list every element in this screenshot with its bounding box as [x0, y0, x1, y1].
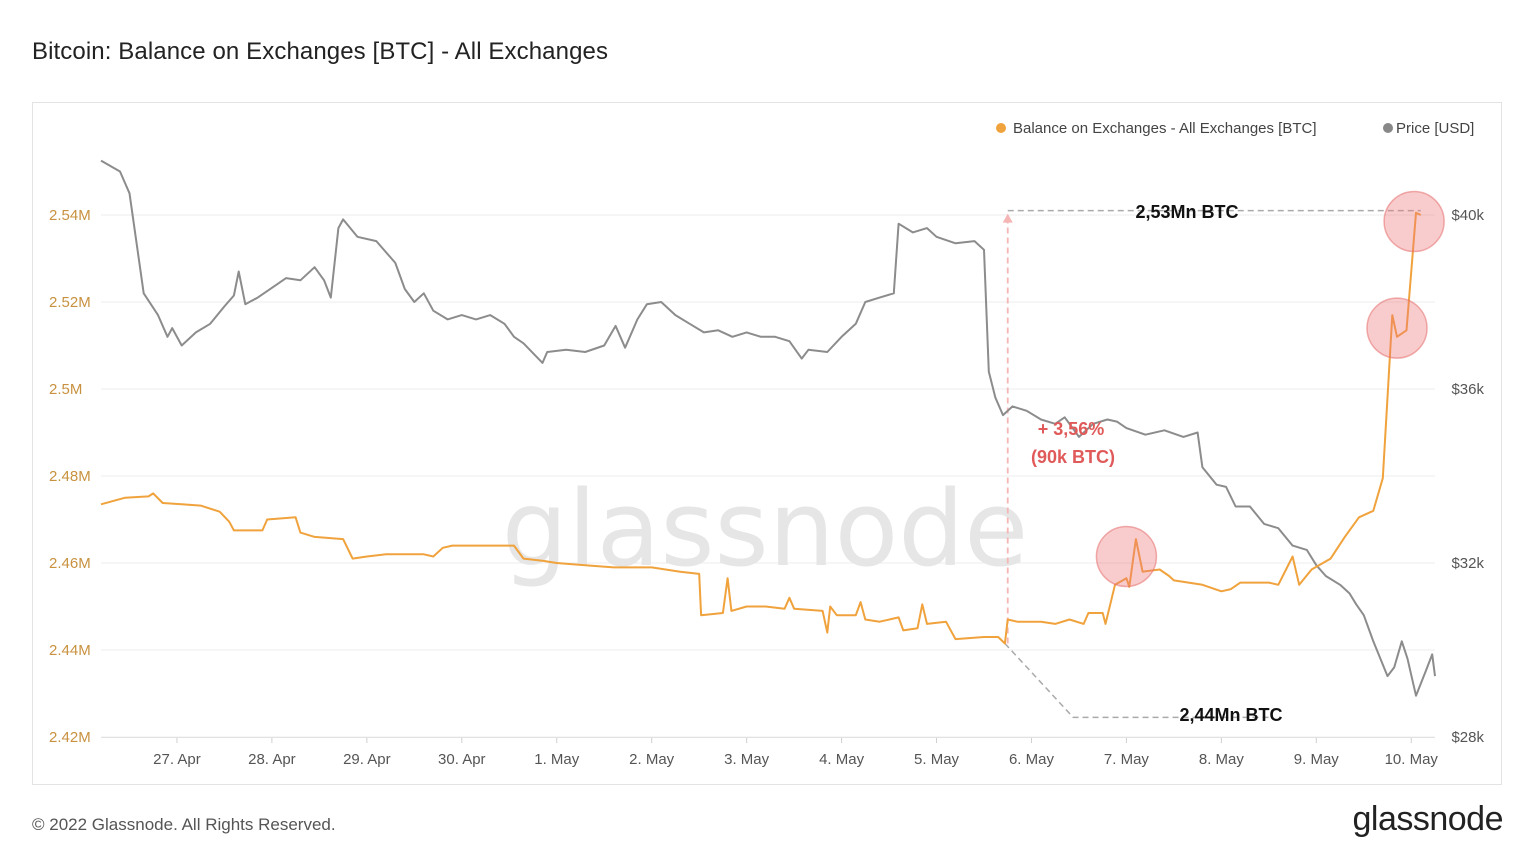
x-tick-label: 29. Apr: [343, 751, 391, 768]
left-tick-label: 2.42M: [49, 729, 91, 746]
change-arrow-head: [1002, 213, 1013, 223]
legend-item-price[interactable]: Price [USD]: [1383, 120, 1474, 137]
watermark-text: glassnode: [502, 468, 1029, 590]
chart-panel: glassnode 2.42M 2.44M 2.46M 2.48M 2.5M 2.52M 2…: [32, 102, 1502, 785]
left-tick-label: 2.54M: [49, 207, 91, 224]
left-tick-label: 2.46M: [49, 555, 91, 572]
highlight-circle: [1383, 190, 1445, 253]
balance-line: [100, 211, 1422, 645]
x-tick-label: 9. May: [1294, 751, 1340, 768]
change-percent-label: + 3,56%: [1038, 419, 1105, 439]
highlight-circle: [1095, 525, 1158, 588]
right-tick-label: $40k: [1451, 207, 1484, 224]
x-tick-label: 10. May: [1385, 751, 1439, 768]
legend-marker-balance: [996, 123, 1006, 133]
legend-label-price: Price [USD]: [1396, 120, 1474, 137]
grid-lines: [101, 214, 1435, 738]
change-amount-label: (90k BTC): [1031, 447, 1115, 467]
x-tick-label: 7. May: [1104, 751, 1150, 768]
highlight-circles: [1095, 190, 1445, 588]
x-axis: 27. Apr 28. Apr 29. Apr 30. Apr 1. May 2. May…: [101, 737, 1438, 768]
x-tick-label: 8. May: [1199, 751, 1245, 768]
right-tick-label: $36k: [1451, 381, 1484, 398]
left-tick-label: 2.5M: [49, 381, 82, 398]
x-tick-label: 28. Apr: [248, 751, 296, 768]
reference-lines: [1002, 209, 1421, 719]
footer-brand-logo: glassnode: [1352, 800, 1503, 838]
left-tick-label: 2.48M: [49, 468, 91, 485]
right-tick-label: $32k: [1451, 555, 1484, 572]
page-title: Bitcoin: Balance on Exchanges [BTC] - Al…: [32, 38, 609, 65]
low-level-label: 2,44Mn BTC: [1179, 705, 1282, 725]
x-tick-label: 3. May: [724, 751, 770, 768]
high-level-label: 2,53Mn BTC: [1135, 202, 1238, 222]
legend-item-balance[interactable]: Balance on Exchanges - All Exchanges [BT…: [996, 120, 1317, 137]
legend-label-balance: Balance on Exchanges - All Exchanges [BT…: [1013, 120, 1317, 137]
legend-marker-price: [1383, 123, 1393, 133]
x-tick-label: 5. May: [914, 751, 960, 768]
left-tick-label: 2.44M: [49, 642, 91, 659]
left-y-axis: 2.42M 2.44M 2.46M 2.48M 2.5M 2.52M 2.54M: [49, 207, 91, 746]
right-tick-label: $28k: [1451, 729, 1484, 746]
balance-price-chart: glassnode 2.42M2.44M2.46M2.48M2.5M2.52M2…: [49, 120, 1484, 768]
footer-copyright: © 2022 Glassnode. All Rights Reserved.: [32, 815, 336, 834]
x-tick-label: 2. May: [629, 751, 675, 768]
legend: Balance on Exchanges - All Exchanges [BT…: [996, 120, 1474, 137]
x-tick-label: 30. Apr: [438, 751, 486, 768]
x-tick-label: 27. Apr: [153, 751, 201, 768]
right-y-axis: $28k $32k $36k $40k: [1451, 207, 1484, 746]
x-tick-label: 4. May: [819, 751, 865, 768]
low-level-line: [1004, 642, 1269, 719]
highlight-circle: [1366, 297, 1428, 359]
x-tick-label: 1. May: [534, 751, 580, 768]
series-lines: [100, 159, 1436, 697]
left-tick-label: 2.52M: [49, 294, 91, 311]
price-line: [100, 159, 1436, 697]
annotations: 2,53Mn BTC 2,44Mn BTC + 3,56% (90k BTC): [1031, 202, 1283, 725]
x-tick-label: 6. May: [1009, 751, 1055, 768]
